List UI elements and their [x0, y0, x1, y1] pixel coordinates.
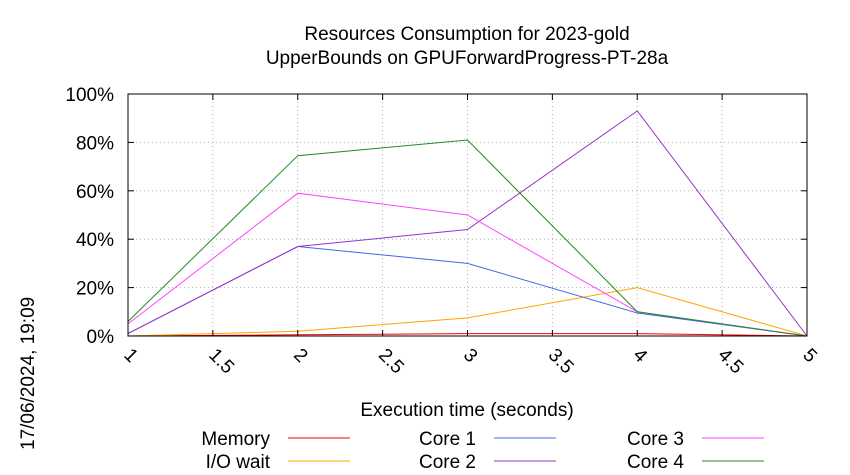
y-tick-label: 60% — [76, 182, 114, 203]
chart-title: Resources Consumption for 2023-gold — [304, 24, 629, 45]
y-tick-label: 40% — [76, 230, 114, 251]
series-line-i-o-wait — [127, 287, 808, 337]
y-tick-label: 20% — [76, 279, 114, 300]
legend-label-i-o-wait: I/O wait — [206, 452, 271, 473]
x-tick-label: 1.5 — [204, 345, 238, 379]
y-tick-label: 80% — [76, 133, 114, 154]
x-tick-label: 4 — [629, 345, 652, 368]
legend-label-core-3: Core 3 — [627, 429, 684, 450]
legend-label-core-1: Core 1 — [419, 429, 476, 450]
x-tick-label: 1 — [119, 345, 141, 367]
legend-label-core-2: Core 2 — [419, 452, 476, 473]
x-tick-label: 5 — [798, 345, 820, 367]
x-axis-label: Execution time (seconds) — [360, 400, 573, 421]
x-tick-label: 2 — [289, 345, 311, 367]
x-tick-label: 4.5 — [714, 345, 748, 379]
timestamp-label: 17/06/2024, 19:09 — [18, 297, 39, 450]
chart-subtitle: UpperBounds on GPUForwardProgress-PT-28a — [266, 48, 669, 69]
y-tick-label: 0% — [87, 327, 115, 348]
series-line-core-4 — [127, 139, 808, 337]
x-tick-label: 3 — [459, 345, 481, 367]
x-tick-label: 2.5 — [374, 345, 408, 379]
y-tick-label: 100% — [65, 85, 114, 106]
series-line-core-2 — [127, 110, 808, 337]
legend-label-memory: Memory — [201, 429, 270, 450]
x-tick-label: 3.5 — [544, 345, 578, 379]
legend-label-core-4: Core 4 — [627, 452, 684, 473]
y-axis-ticks: 0% 20% 40% 60% 80% 100% — [65, 85, 807, 348]
